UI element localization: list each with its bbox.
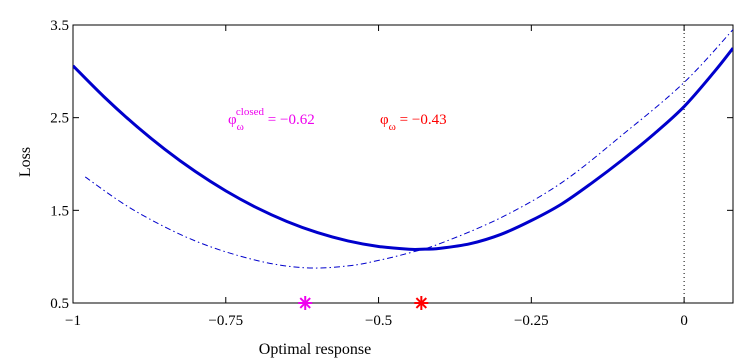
numerical-optimum-marker bbox=[414, 296, 429, 310]
y-tick-label: 2.5 bbox=[50, 111, 69, 127]
x-tick-label: −1 bbox=[65, 313, 81, 329]
x-axis-label: Optimal response bbox=[259, 341, 371, 358]
series-lines bbox=[73, 29, 733, 269]
optimum-markers bbox=[298, 296, 429, 310]
loss-curve-solid bbox=[73, 47, 733, 251]
x-tick-label: −0.75 bbox=[208, 313, 243, 329]
y-tick-label: 1.5 bbox=[50, 203, 69, 219]
y-axis-label: Loss bbox=[17, 147, 34, 177]
y-tick-label: 3.5 bbox=[50, 18, 69, 34]
plot-area bbox=[72, 24, 734, 304]
y-tick-label: 0.5 bbox=[50, 296, 69, 312]
closed-form-optimum-annotation: φωclosed = −0.62 bbox=[228, 106, 315, 133]
x-tick-label: −0.25 bbox=[514, 313, 549, 329]
axis-ticks: −1 −0.75 −0.5 −0.25 0 0.5 1.5 2.5 3.5 bbox=[50, 18, 733, 329]
x-tick-label: 0 bbox=[680, 313, 688, 329]
closed-form-optimum-marker bbox=[298, 296, 313, 310]
numerical-optimum-annotation: φω = −0.43 bbox=[380, 112, 447, 133]
x-tick-label: −0.5 bbox=[365, 313, 392, 329]
